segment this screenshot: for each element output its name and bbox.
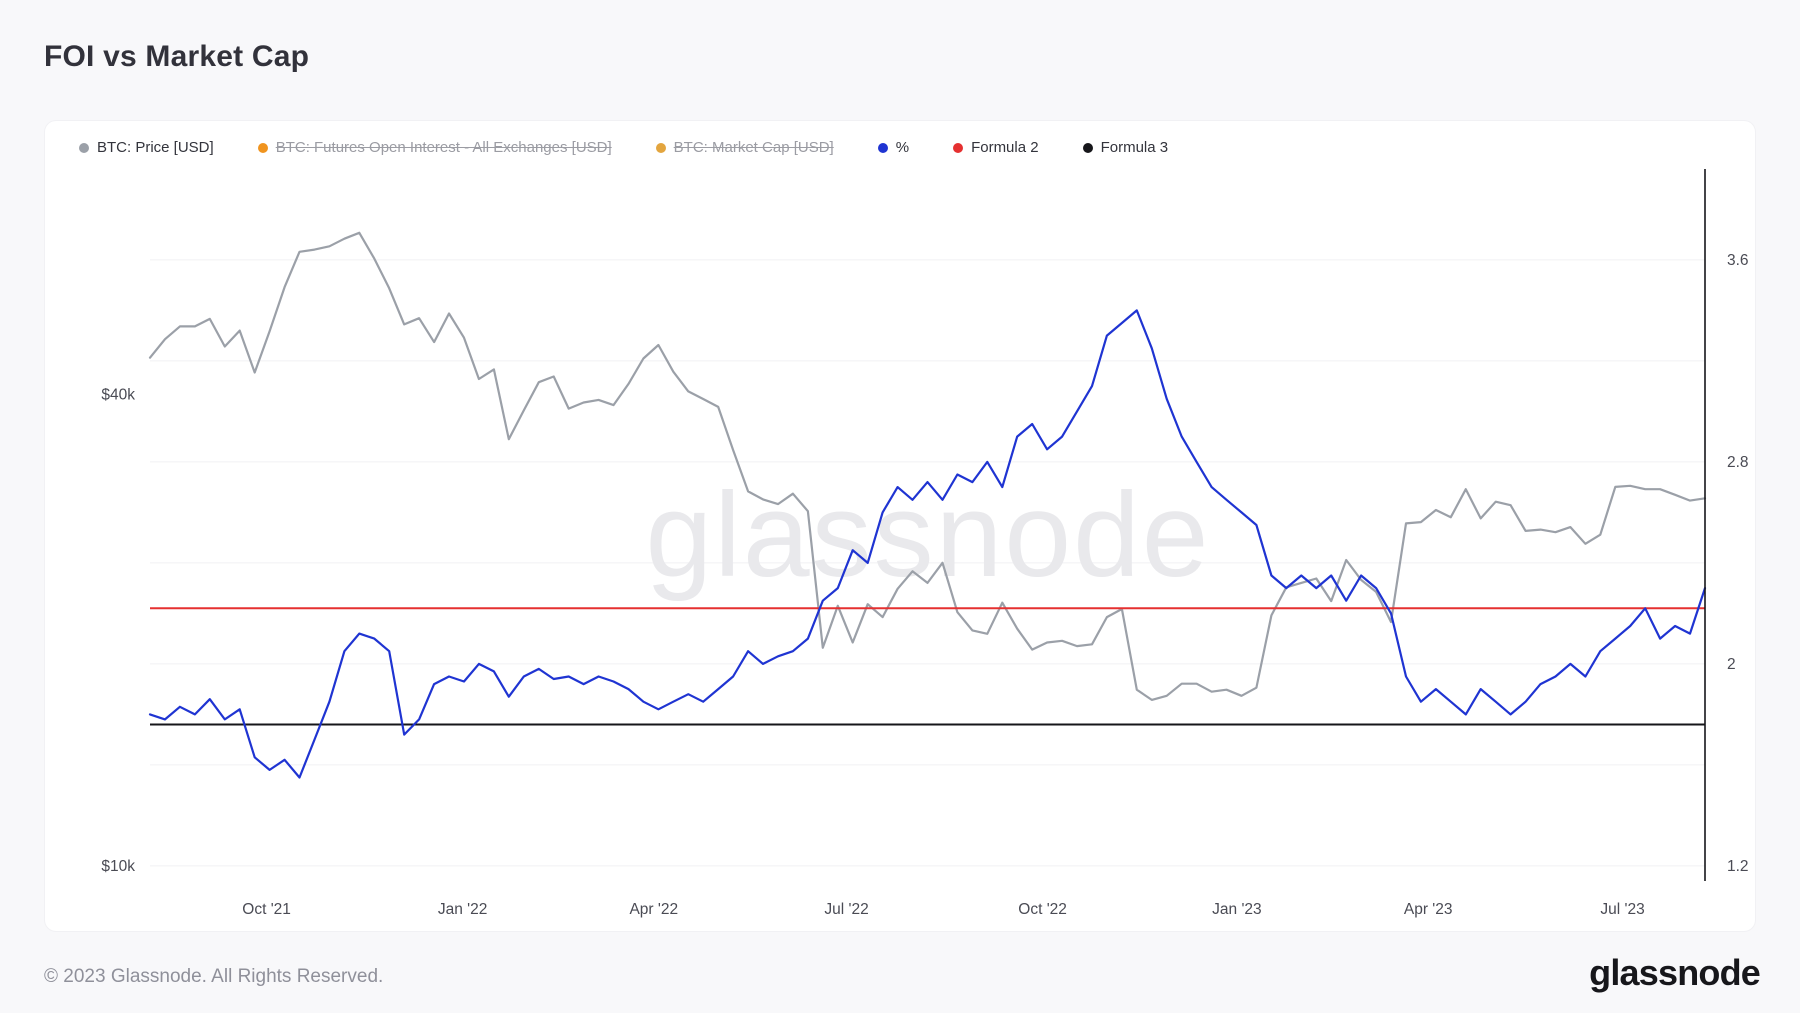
left-axis-tick-label: $40k	[101, 387, 135, 404]
legend-label: BTC: Market Cap [USD]	[673, 139, 834, 156]
x-axis-tick-label: Apr '23	[1404, 901, 1453, 918]
legend-label: BTC: Price [USD]	[97, 139, 214, 156]
legend-item-formula-2[interactable]: Formula 2	[953, 139, 1039, 156]
legend-item-percent[interactable]: %	[877, 139, 910, 156]
legend-item-btc-futures-open-interest[interactable]: BTC: Futures Open Interest - All Exchang…	[257, 139, 612, 156]
legend-dot	[953, 142, 964, 153]
legend-dot	[655, 142, 666, 153]
legend-dot	[79, 142, 89, 153]
legend-item-formula-3[interactable]: Formula 3	[1082, 139, 1169, 156]
x-axis-tick-label: Oct '21	[242, 901, 291, 918]
chart-card: BTC: Price [USD] BTC: Futures Open Intere…	[44, 120, 1756, 932]
chart-legend: BTC: Price [USD] BTC: Futures Open Intere…	[79, 139, 1168, 156]
series-line-btc-price	[148, 231, 1707, 702]
legend-label: BTC: Futures Open Interest - All Exchang…	[275, 139, 612, 156]
x-axis-tick-label: Apr '22	[629, 901, 678, 918]
right-axis-tick-label: 1.2	[1727, 858, 1749, 875]
legend-label: %	[895, 139, 910, 156]
chart-svg[interactable]: glassnode $40k $10k 3.6 2.8 2 1.2 Oct '21 Jan '2…	[45, 121, 1757, 933]
right-axis-tick-label: 2	[1727, 656, 1736, 673]
right-axis-tick-label: 2.8	[1727, 454, 1749, 471]
legend-item-btc-market-cap[interactable]: BTC: Market Cap [USD]	[655, 139, 834, 156]
left-axis-tick-label: $10k	[101, 858, 135, 875]
legend-label: Formula 3	[1100, 139, 1169, 156]
x-axis-tick-label: Jul '22	[824, 901, 868, 918]
legend-label: Formula 2	[971, 139, 1039, 156]
glassnode-watermark: glassnode	[645, 468, 1210, 602]
legend-item-btc-price[interactable]: BTC: Price [USD]	[79, 139, 214, 156]
series-line-percent	[148, 309, 1707, 779]
page-title: FOI vs Market Cap	[44, 40, 310, 73]
legend-dot	[257, 142, 268, 153]
footer-copyright: © 2023 Glassnode. All Rights Reserved.	[44, 966, 384, 987]
x-axis-tick-label: Jan '22	[438, 901, 488, 918]
legend-dot	[877, 142, 888, 153]
glassnode-wordmark: glassnode	[1589, 952, 1761, 993]
right-axis-tick-label: 3.6	[1727, 252, 1749, 269]
x-axis-tick-label: Oct '22	[1018, 901, 1067, 918]
x-axis-tick-label: Jan '23	[1212, 901, 1262, 918]
legend-dot	[1082, 142, 1093, 153]
x-axis-tick-label: Jul '23	[1600, 901, 1644, 918]
